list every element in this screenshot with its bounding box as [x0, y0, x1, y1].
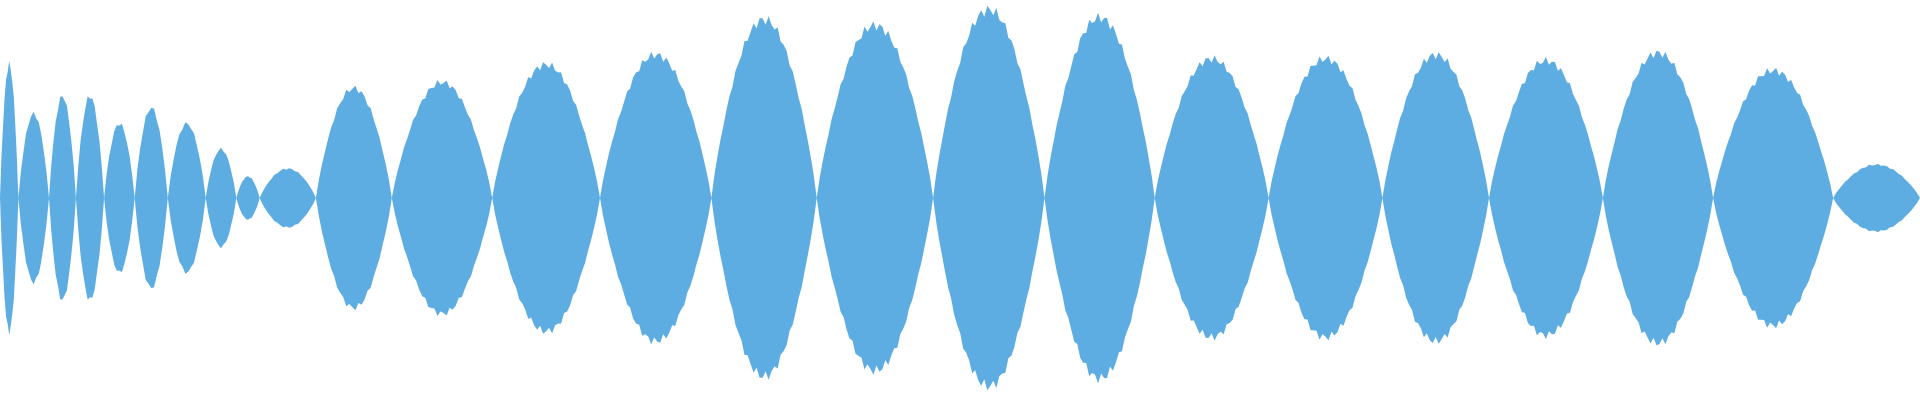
- wave-lobe: [933, 5, 1045, 391]
- wave-lobe: [1044, 12, 1155, 384]
- wave-lobe: [1489, 56, 1603, 340]
- wave-lobe: [236, 176, 260, 220]
- wave-lobe: [315, 85, 392, 311]
- wave-lobe: [1833, 163, 1920, 233]
- wave-lobe: [816, 21, 934, 375]
- wave-lobe: [205, 147, 237, 249]
- wave-lobe: [167, 122, 206, 274]
- wave-lobe: [259, 168, 316, 228]
- wave-lobe: [1713, 67, 1834, 329]
- wave-lobe: [711, 16, 817, 380]
- wave-lobe: [1268, 55, 1383, 341]
- wave-lobe: [18, 111, 49, 285]
- wave-lobe: [391, 80, 493, 316]
- wave-lobe: [1382, 52, 1489, 344]
- wave-lobe: [75, 96, 105, 300]
- wave-lobe: [1602, 50, 1714, 346]
- wave-lobe: [1154, 55, 1269, 341]
- wave-lobe: [0, 60, 19, 336]
- wave-lobe: [104, 123, 135, 273]
- wave-lobe: [492, 62, 600, 334]
- wave-lobe: [600, 51, 712, 345]
- wave-lobe: [49, 96, 76, 300]
- wave-lobe: [134, 108, 168, 288]
